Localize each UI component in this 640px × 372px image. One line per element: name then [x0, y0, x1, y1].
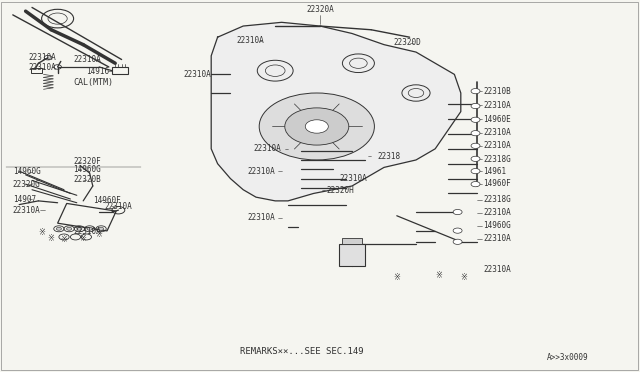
Bar: [31, 68, 42, 73]
Circle shape: [87, 227, 92, 230]
Circle shape: [471, 89, 480, 94]
Circle shape: [471, 156, 480, 161]
Circle shape: [471, 143, 480, 148]
Text: 22310B: 22310B: [483, 87, 511, 96]
Text: 22310A: 22310A: [483, 234, 511, 243]
Circle shape: [44, 55, 52, 60]
Text: 22318G: 22318G: [483, 155, 511, 164]
Circle shape: [471, 131, 480, 136]
Text: 22310A: 22310A: [483, 208, 511, 217]
Circle shape: [56, 227, 61, 230]
Text: ※: ※: [96, 230, 102, 239]
Circle shape: [259, 93, 374, 160]
Text: 22310A: 22310A: [483, 101, 511, 110]
Polygon shape: [211, 22, 461, 201]
Circle shape: [471, 103, 480, 109]
Text: 22320H: 22320H: [326, 186, 354, 195]
Text: ※: ※: [435, 271, 442, 280]
Text: REMARKS××...SEE SEC.149: REMARKS××...SEE SEC.149: [240, 347, 364, 356]
Text: 22320B: 22320B: [74, 175, 101, 184]
Text: 22310A: 22310A: [483, 128, 511, 137]
Text: 22320D: 22320D: [394, 38, 421, 47]
Circle shape: [453, 209, 462, 215]
Text: 22310A: 22310A: [483, 265, 511, 274]
Text: 22320F: 22320F: [74, 157, 101, 166]
Text: 14961: 14961: [483, 167, 506, 176]
Text: 22310A: 22310A: [29, 53, 56, 62]
Text: 14916: 14916: [86, 67, 109, 76]
Text: CAL(MTM): CAL(MTM): [74, 78, 114, 87]
Bar: [112, 67, 128, 74]
Text: 22310A: 22310A: [483, 141, 511, 150]
Circle shape: [453, 228, 462, 233]
Circle shape: [471, 117, 480, 122]
Text: 22310A: 22310A: [74, 55, 101, 64]
Text: 22310A: 22310A: [184, 70, 211, 79]
Text: 14960G: 14960G: [483, 221, 511, 230]
Text: 22318: 22318: [378, 152, 401, 161]
Circle shape: [285, 108, 349, 145]
Text: A>>3x0009: A>>3x0009: [547, 353, 589, 362]
Text: 14960F: 14960F: [483, 179, 511, 188]
Text: 22310A: 22310A: [237, 36, 264, 45]
Text: 22310A: 22310A: [339, 174, 367, 183]
Text: 22310A: 22310A: [248, 213, 275, 222]
Circle shape: [453, 239, 462, 244]
Text: 14960G: 14960G: [13, 167, 40, 176]
Text: 22310A: 22310A: [13, 206, 40, 215]
Bar: [339, 244, 365, 266]
Bar: [58, 203, 116, 231]
Text: ※: ※: [394, 273, 400, 282]
Circle shape: [471, 182, 480, 187]
Text: ※: ※: [80, 234, 86, 243]
Text: 22310A: 22310A: [254, 144, 282, 153]
Circle shape: [67, 227, 72, 230]
Circle shape: [54, 65, 61, 69]
Text: 14960E: 14960E: [483, 115, 511, 124]
Circle shape: [99, 227, 104, 230]
Text: ※: ※: [461, 273, 467, 282]
Circle shape: [77, 227, 82, 230]
Text: 14960G: 14960G: [74, 165, 101, 174]
Text: 22310A: 22310A: [104, 202, 132, 211]
Text: ※: ※: [38, 228, 45, 237]
Text: 22320A: 22320A: [306, 5, 334, 14]
Circle shape: [305, 120, 328, 133]
Text: ※: ※: [48, 234, 54, 243]
Bar: [342, 238, 362, 244]
Text: 22310A: 22310A: [248, 167, 275, 176]
Text: 22310A: 22310A: [74, 227, 101, 236]
Text: ※: ※: [61, 235, 67, 244]
Circle shape: [471, 169, 480, 174]
Text: 14907: 14907: [13, 195, 36, 203]
Text: 22318G: 22318G: [483, 195, 511, 204]
Text: 22310A: 22310A: [29, 63, 56, 72]
Text: 22320G: 22320G: [13, 180, 40, 189]
Text: 14960F: 14960F: [93, 196, 120, 205]
